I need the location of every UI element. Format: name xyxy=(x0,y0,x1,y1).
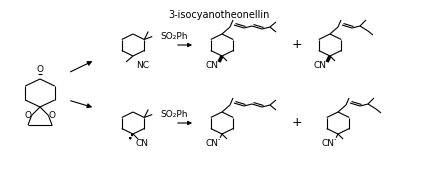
Text: CN: CN xyxy=(314,61,327,70)
Text: CN: CN xyxy=(206,61,219,70)
Text: CN: CN xyxy=(322,139,335,147)
Text: O: O xyxy=(49,111,56,120)
Text: SO₂Ph: SO₂Ph xyxy=(160,32,188,41)
Text: +: + xyxy=(292,39,302,52)
Text: SO₂Ph: SO₂Ph xyxy=(160,110,188,119)
Text: CN: CN xyxy=(206,139,219,147)
Text: CN: CN xyxy=(136,139,149,147)
Text: 3-isocyanotheonellin: 3-isocyanotheonellin xyxy=(168,10,270,20)
Text: NC: NC xyxy=(136,61,149,70)
Text: O: O xyxy=(24,111,31,120)
Text: O: O xyxy=(37,64,43,74)
Text: +: + xyxy=(292,117,302,130)
